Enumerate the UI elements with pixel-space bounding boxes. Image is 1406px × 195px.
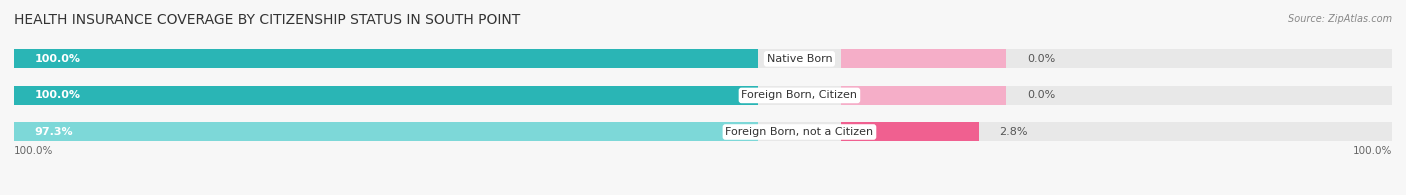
- Text: 100.0%: 100.0%: [35, 54, 80, 64]
- Text: 2.8%: 2.8%: [1000, 127, 1028, 137]
- Bar: [14, 49, 1392, 68]
- Text: HEALTH INSURANCE COVERAGE BY CITIZENSHIP STATUS IN SOUTH POINT: HEALTH INSURANCE COVERAGE BY CITIZENSHIP…: [14, 13, 520, 27]
- Bar: [14, 86, 1392, 105]
- Bar: [14, 86, 758, 105]
- Text: Foreign Born, Citizen: Foreign Born, Citizen: [741, 90, 858, 100]
- Text: 0.0%: 0.0%: [1026, 54, 1054, 64]
- Text: 0.0%: 0.0%: [1026, 90, 1054, 100]
- Bar: [841, 86, 1007, 105]
- Bar: [841, 49, 1007, 68]
- Text: 97.3%: 97.3%: [35, 127, 73, 137]
- Bar: [841, 122, 979, 142]
- Text: 100.0%: 100.0%: [35, 90, 80, 100]
- Text: 100.0%: 100.0%: [14, 146, 53, 156]
- Text: Source: ZipAtlas.com: Source: ZipAtlas.com: [1288, 14, 1392, 24]
- Bar: [14, 122, 758, 142]
- Text: Foreign Born, not a Citizen: Foreign Born, not a Citizen: [725, 127, 873, 137]
- Bar: [14, 49, 758, 68]
- Text: Native Born: Native Born: [766, 54, 832, 64]
- Text: 100.0%: 100.0%: [1353, 146, 1392, 156]
- Bar: [14, 122, 1392, 142]
